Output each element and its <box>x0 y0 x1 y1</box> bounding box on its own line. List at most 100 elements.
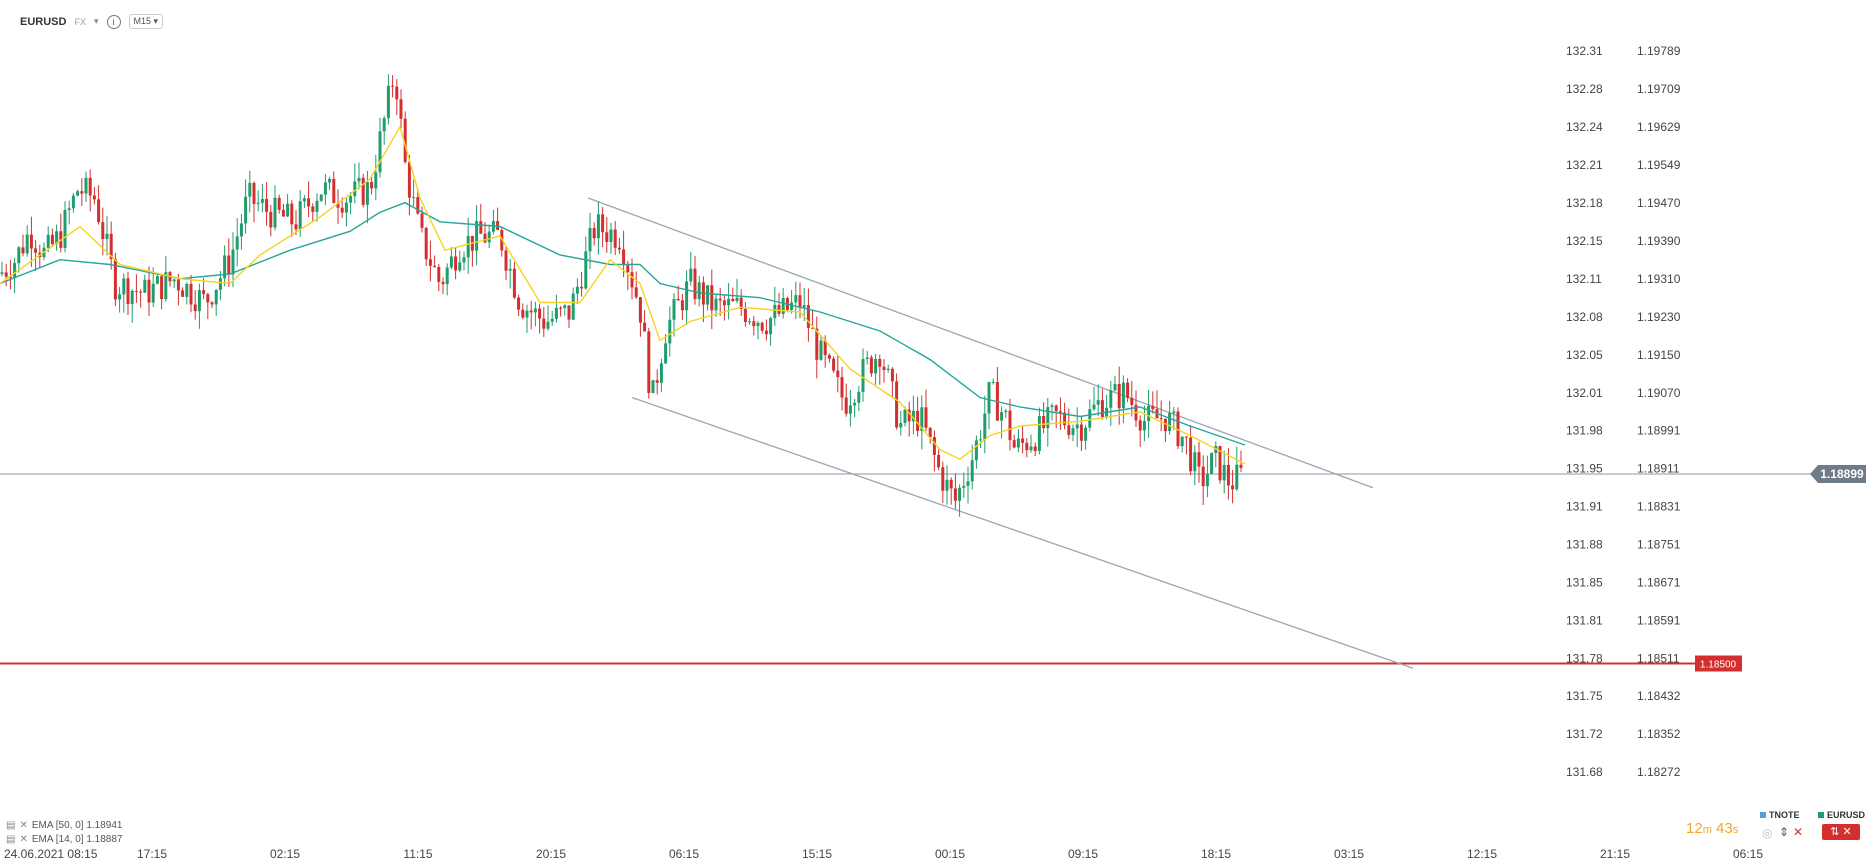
candle-body <box>676 298 680 301</box>
y-axis-tick-secondary: 1.18432 <box>1637 689 1681 703</box>
candle-body <box>101 222 105 239</box>
candle-body <box>743 308 747 323</box>
legend-tnote-label: TNOTE <box>1769 810 1800 820</box>
trendline-upper <box>587 197 1374 489</box>
candle-body <box>1180 436 1184 447</box>
candle-body <box>449 256 453 268</box>
candle-body <box>504 250 508 271</box>
current-price-tag <box>1810 464 1866 483</box>
candle-body <box>563 305 567 308</box>
candle-body <box>928 427 932 438</box>
candle-body <box>1054 405 1058 412</box>
candle-body <box>542 318 546 329</box>
x-axis-tick: 02:15 <box>270 847 300 861</box>
candle-body <box>634 287 638 298</box>
candle-body <box>0 272 4 274</box>
candle-body <box>664 343 668 364</box>
candle-body <box>987 382 991 414</box>
remove-icon[interactable]: ✕ <box>1793 825 1804 839</box>
candle-body <box>815 328 819 360</box>
candle-body <box>155 276 159 284</box>
symbol-name[interactable]: EURUSD <box>20 15 67 28</box>
candle-body <box>739 297 743 309</box>
candle-body <box>454 256 458 271</box>
info-icon[interactable]: i <box>106 14 121 29</box>
candle-body <box>1168 412 1172 432</box>
indicator-ema50[interactable]: ▤ ✕ EMA [50, 0] 1.18941 <box>6 820 122 831</box>
candle-body <box>613 229 617 248</box>
x-axis-tick: 06:15 <box>669 847 699 861</box>
candle-body <box>685 281 689 311</box>
candle-body <box>1021 438 1025 443</box>
sort-arrows-icon[interactable]: ⇕ <box>1779 825 1790 839</box>
candle-body <box>1004 410 1008 413</box>
candle-body <box>533 308 537 313</box>
candle-body <box>1218 446 1222 481</box>
settings-icon[interactable]: ▤ <box>6 820 16 831</box>
y-axis-tick: 131.98 <box>1566 423 1603 437</box>
ema50-line <box>0 201 1246 446</box>
settings-icon[interactable]: ▤ <box>6 834 16 845</box>
candle-body <box>811 327 815 329</box>
candle-body <box>945 479 949 491</box>
candle-body <box>836 370 840 378</box>
candle-body <box>1205 473 1209 487</box>
candle-body <box>475 221 479 251</box>
candle-body <box>773 304 777 319</box>
x-axis-tick: 03:15 <box>1334 847 1364 861</box>
candle-body <box>244 196 248 224</box>
y-axis-tick: 132.24 <box>1566 120 1603 134</box>
candle-body <box>210 302 214 305</box>
candle-body <box>71 195 75 209</box>
candle-body <box>265 198 269 212</box>
indicator-label: EMA [14, 0] 1.18887 <box>31 834 123 845</box>
candle-body <box>559 307 563 309</box>
candle-body <box>336 202 340 208</box>
candle-body <box>979 439 983 441</box>
candle-body <box>424 227 428 260</box>
candle-body <box>147 279 151 303</box>
eye-icon[interactable]: ◎ <box>1762 826 1773 840</box>
candle-body <box>382 118 386 132</box>
candle-body <box>1151 405 1155 410</box>
legend-tnote[interactable]: TNOTE <box>1760 810 1800 820</box>
indicator-ema14[interactable]: ▤ ✕ EMA [14, 0] 1.18887 <box>6 834 122 845</box>
legend-eurusd[interactable]: EURUSD <box>1818 810 1865 820</box>
y-axis-tick-secondary: 1.18911 <box>1637 461 1680 475</box>
candle-body <box>370 182 374 189</box>
candle-body <box>340 207 344 213</box>
candle-body <box>890 368 894 382</box>
candle-body <box>525 310 529 318</box>
candle-body <box>403 118 407 163</box>
timer-m: m <box>1702 824 1712 836</box>
candle-body <box>668 319 672 344</box>
candle-body <box>735 297 739 302</box>
candle-body <box>273 197 277 228</box>
candle-body <box>122 278 126 295</box>
candle-body <box>1184 436 1188 438</box>
close-icon[interactable]: ✕ <box>19 820 28 831</box>
x-axis-tick: 17:15 <box>137 847 167 861</box>
chevron-down-icon[interactable]: ▾ <box>93 16 99 26</box>
x-axis-tick: 09:15 <box>1068 847 1098 861</box>
y-axis-tick: 132.15 <box>1566 234 1603 248</box>
close-icon[interactable]: ✕ <box>19 834 28 845</box>
candle-body <box>605 232 609 242</box>
candle-body <box>970 460 974 482</box>
candle-body <box>428 259 432 266</box>
y-axis-tick-secondary: 1.18831 <box>1637 499 1681 513</box>
candle-body <box>769 318 773 335</box>
candle-body <box>202 290 206 295</box>
candle-body <box>139 291 143 293</box>
candle-body <box>1138 420 1142 431</box>
trendline-lower <box>631 396 1414 669</box>
timeframe-select[interactable]: M15 ▾ <box>128 14 164 29</box>
candle-body <box>907 409 911 422</box>
candle-body <box>55 231 59 245</box>
candle-body <box>924 407 928 428</box>
overlay-controls-button[interactable]: ⇅ ✕ <box>1822 824 1860 840</box>
candle-body <box>1117 383 1121 409</box>
candle-body <box>710 285 714 311</box>
candle-body <box>8 276 12 279</box>
